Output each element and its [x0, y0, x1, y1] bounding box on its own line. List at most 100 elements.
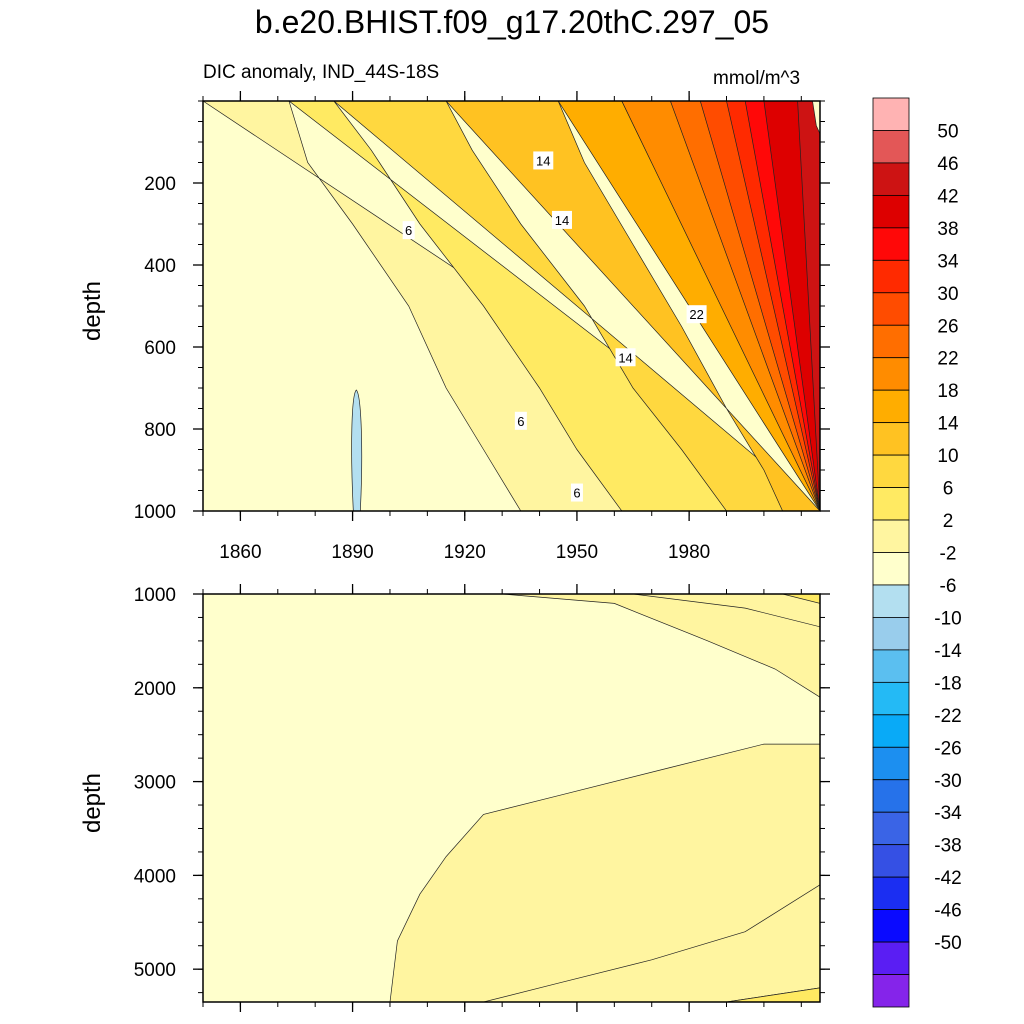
- colorbar-label: 46: [937, 154, 958, 175]
- contour-region: [782, 594, 820, 604]
- colorbar-label: 18: [937, 381, 958, 402]
- colorbar-swatch: [872, 584, 910, 618]
- colorbar-swatch: [872, 162, 910, 196]
- x-tick-label: 1980: [668, 542, 710, 563]
- contour-band: [333, 101, 820, 511]
- colorbar-label: -10: [934, 608, 961, 629]
- colorbar-swatch: [872, 292, 910, 326]
- x-tick-label: 1890: [331, 542, 373, 563]
- colorbar-swatch: [872, 422, 910, 456]
- colorbar-label: 6: [943, 479, 954, 500]
- contour-label: 6: [573, 486, 580, 501]
- colorbar-label: 50: [937, 121, 958, 142]
- colorbar: 50 46 42 38 34 30 26 22 18 14 10 6 2 -2 -6 -10 -14 -18 -22…: [872, 97, 962, 1008]
- y-tick-label: 4000: [134, 866, 176, 887]
- y-axis-title: depth: [79, 773, 106, 833]
- plot-area: 6 6 6 14 14 14 22: [203, 101, 820, 511]
- colorbar-label: 2: [943, 511, 954, 532]
- x-tick-label: 1950: [556, 542, 598, 563]
- colorbar-swatch: [872, 844, 910, 878]
- colorbar-swatch: [872, 909, 910, 943]
- colorbar-swatch: [872, 649, 910, 683]
- colorbar-label: -26: [934, 738, 961, 759]
- colorbar-swatch: [872, 519, 910, 553]
- contour-label: 14: [555, 213, 569, 228]
- colorbar-swatch: [872, 779, 910, 813]
- colorbar-label: -46: [934, 901, 961, 922]
- contour-region: [483, 884, 820, 1002]
- y-tick-label: 1000: [134, 585, 176, 606]
- colorbar-label: 22: [937, 349, 958, 370]
- contour-label: 6: [405, 223, 412, 238]
- y-tick-label: 5000: [134, 960, 176, 981]
- chart-subtitle: DIC anomaly, IND_44S-18S: [203, 62, 440, 83]
- contour-label: 14: [618, 350, 632, 365]
- contour-label-bg: [615, 348, 636, 367]
- colorbar-swatch: [872, 746, 910, 781]
- y-tick-label: 600: [144, 338, 176, 359]
- x-tick-label: 1860: [219, 542, 261, 563]
- y-tick-label: 3000: [134, 773, 176, 794]
- contour-region: [632, 594, 820, 628]
- contour-region: [726, 987, 820, 1002]
- contour-label-bg: [570, 483, 583, 502]
- colorbar-swatch: [872, 714, 910, 748]
- colorbar-swatch: [872, 389, 910, 424]
- colorbar-swatch: [872, 681, 910, 716]
- colorbar-swatch: [872, 454, 910, 488]
- y-tick-label: 1000: [134, 502, 176, 523]
- contour-label-bg: [686, 305, 707, 324]
- colorbar-swatch: [872, 552, 910, 586]
- colorbar-label: -38: [934, 836, 961, 857]
- colorbar-label: 14: [937, 414, 959, 435]
- colorbar-label: 10: [937, 446, 958, 467]
- colorbar-swatch: [872, 617, 910, 651]
- contour-label: 14: [536, 153, 550, 168]
- contour-label-bg: [533, 151, 554, 170]
- plot-area: [203, 594, 820, 1002]
- colorbar-swatch: [872, 324, 910, 359]
- colorbar-label: 34: [937, 251, 959, 272]
- colorbar-label: -6: [940, 576, 957, 597]
- colorbar-swatch: [872, 941, 910, 975]
- colorbar-label: -18: [934, 673, 961, 694]
- colorbar-label: 42: [937, 186, 958, 207]
- plot-frame: [202, 593, 821, 1003]
- contour-label: 22: [689, 307, 703, 322]
- colorbar-label: -30: [934, 771, 961, 792]
- contour-band: [797, 101, 820, 511]
- contour-label: 6: [517, 414, 524, 429]
- colorbar-swatch: [872, 259, 910, 294]
- x-tick-label: 1920: [444, 542, 486, 563]
- y-tick-label: 800: [144, 420, 176, 441]
- colorbar-label: 38: [937, 219, 958, 240]
- colorbar-label: -34: [934, 803, 962, 824]
- colorbar-label: -14: [934, 641, 962, 662]
- y-tick-label: 2000: [134, 679, 176, 700]
- units-label: mmol/m^3: [713, 68, 801, 89]
- y-tick-label: 400: [144, 256, 176, 277]
- colorbar-label: -50: [934, 933, 961, 954]
- colorbar-swatch: [872, 194, 910, 229]
- colorbar-swatch: [872, 97, 910, 131]
- contour-label-bg: [514, 411, 527, 430]
- panel-lower: 1000 2000 3000 4000 5000 depth: [79, 584, 830, 1012]
- panel-upper: 6 6 6 14 14 14 22 200 400 600 800 1000 depth 1860 1890…: [79, 91, 830, 563]
- colorbar-label: 30: [937, 284, 958, 305]
- colorbar-swatch: [872, 974, 910, 1008]
- colorbar-swatch: [872, 876, 910, 911]
- colorbar-swatch: [872, 811, 910, 846]
- colorbar-label: -2: [940, 544, 957, 565]
- negative-patch: [351, 389, 363, 511]
- colorbar-swatch: [872, 130, 910, 164]
- colorbar-label: -22: [934, 706, 961, 727]
- contour-label-bg: [551, 210, 572, 229]
- contour-label-bg: [402, 221, 415, 240]
- chart-title: b.e20.BHIST.f09_g17.20thC.297_05: [254, 4, 770, 40]
- y-axis-title: depth: [79, 281, 106, 341]
- colorbar-swatch: [872, 227, 910, 261]
- colorbar-label: 26: [937, 316, 958, 337]
- colorbar-swatch: [872, 357, 910, 391]
- contour-band: [445, 101, 820, 511]
